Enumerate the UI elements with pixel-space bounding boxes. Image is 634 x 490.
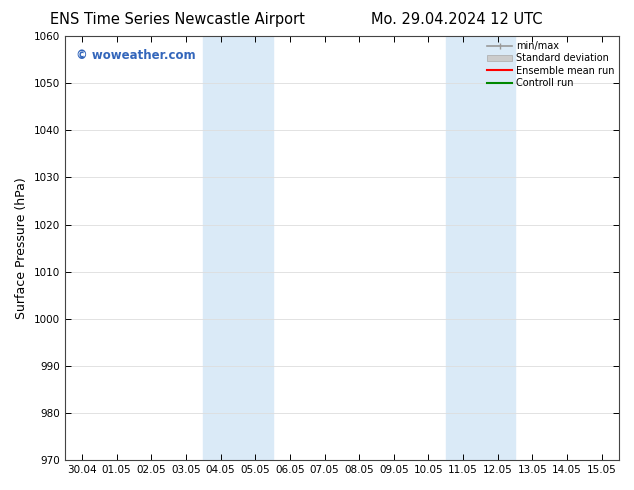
- Y-axis label: Surface Pressure (hPa): Surface Pressure (hPa): [15, 177, 28, 319]
- Bar: [446, 36, 515, 460]
- Text: ENS Time Series Newcastle Airport: ENS Time Series Newcastle Airport: [50, 12, 305, 27]
- Text: Mo. 29.04.2024 12 UTC: Mo. 29.04.2024 12 UTC: [371, 12, 542, 27]
- Bar: [204, 36, 273, 460]
- Legend: min/max, Standard deviation, Ensemble mean run, Controll run: min/max, Standard deviation, Ensemble me…: [484, 38, 617, 91]
- Text: © woweather.com: © woweather.com: [75, 49, 195, 62]
